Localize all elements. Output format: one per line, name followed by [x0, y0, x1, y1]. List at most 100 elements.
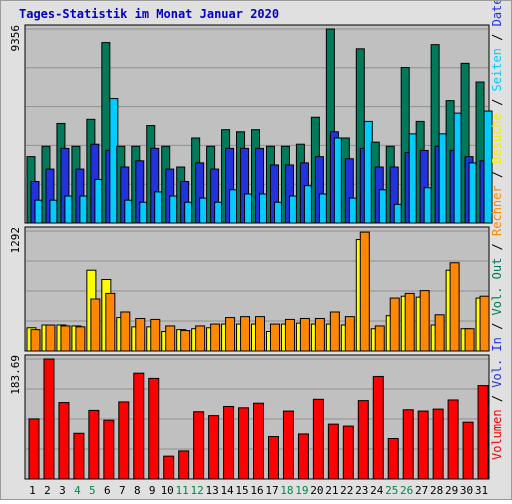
- legend-part-2: Vol. In: [490, 337, 504, 388]
- bar-rechner-day-21: [329, 311, 340, 352]
- day-label-11: 11: [176, 484, 189, 497]
- bar-rechner-day-6: [105, 292, 116, 352]
- legend-part-3: /: [490, 315, 504, 337]
- day-label-21: 21: [325, 484, 338, 497]
- bar-volumen-day-24: [372, 375, 384, 480]
- panel-3: 183.69: [9, 354, 490, 480]
- day-label-25: 25: [385, 484, 398, 497]
- bar-rechner-day-3: [60, 325, 71, 352]
- panel-max-label: 1292: [9, 227, 22, 254]
- bar-seiten-day-31: [483, 110, 493, 224]
- legend-part-5: /: [490, 236, 504, 258]
- legend-part-11: /: [490, 26, 504, 48]
- legend-part-9: /: [490, 91, 504, 113]
- bar-rechner-day-23: [359, 231, 370, 352]
- chart-title: Tages-Statistik im Monat Januar 2020: [19, 7, 279, 21]
- day-label-12: 12: [191, 484, 204, 497]
- bar-rechner-day-30: [464, 328, 475, 352]
- x-axis-day-labels: 1 2 3 4 5 6 7 8 9 10 11 12 13 14 15 16 17 18 19 20 21 22 23 24 2…: [29, 484, 488, 497]
- bar-rechner-day-5: [90, 298, 101, 352]
- day-label-7: 7: [119, 484, 126, 497]
- bar-rechner-day-19: [299, 317, 310, 352]
- legend-part-0: Volumen: [490, 409, 504, 460]
- bar-rechner-day-28: [434, 314, 445, 352]
- bar-volumen-day-25: [387, 437, 399, 480]
- bar-volumen-day-12: [193, 411, 205, 480]
- panel-max-label: 9356: [9, 25, 22, 52]
- bar-volumen-day-28: [432, 408, 444, 480]
- bar-volumen-day-1: [28, 418, 40, 480]
- vertical-legend: Volumen / Vol. In / Vol. Out / Rechner /…: [490, 1, 504, 460]
- panel-1: 9356: [9, 24, 493, 224]
- bar-volumen-day-31: [477, 385, 489, 480]
- bar-rechner-day-12: [195, 325, 206, 352]
- bar-volumen-day-8: [133, 372, 145, 480]
- panel-2: 1292: [9, 226, 490, 352]
- bar-volumen-day-18: [282, 410, 294, 480]
- day-label-15: 15: [235, 484, 248, 497]
- day-label-20: 20: [310, 484, 323, 497]
- day-label-13: 13: [205, 484, 218, 497]
- day-label-6: 6: [104, 484, 111, 497]
- bar-rechner-day-24: [374, 325, 385, 352]
- bar-rechner-day-13: [210, 323, 221, 352]
- bar-volumen-day-22: [342, 425, 354, 480]
- bar-volumen-day-15: [238, 407, 250, 480]
- bar-rechner-day-27: [419, 290, 430, 352]
- bar-rechner-day-17: [269, 323, 280, 352]
- day-label-23: 23: [355, 484, 368, 497]
- bar-volumen-day-2: [43, 358, 55, 480]
- bar-volumen-day-23: [357, 400, 369, 480]
- day-label-1: 1: [29, 484, 36, 497]
- bar-volumen-day-17: [267, 436, 279, 480]
- bar-rechner-day-7: [120, 311, 131, 352]
- bar-rechner-day-8: [135, 317, 146, 352]
- bar-volumen-day-13: [208, 415, 220, 480]
- bar-rechner-day-29: [449, 262, 460, 352]
- bar-volumen-day-10: [163, 455, 175, 480]
- bar-rechner-day-15: [240, 316, 251, 352]
- legend-part-6: Rechner: [490, 185, 504, 236]
- day-label-17: 17: [265, 484, 278, 497]
- chart-panels: 9356 1292 183.69: [9, 24, 493, 480]
- bar-rechner-day-18: [284, 318, 295, 352]
- bar-rechner-day-10: [165, 325, 176, 352]
- legend-part-7: /: [490, 164, 504, 186]
- bar-volumen-day-5: [88, 409, 100, 480]
- bar-rechner-day-26: [404, 292, 415, 352]
- bar-volumen-day-16: [253, 402, 265, 480]
- bar-volumen-day-4: [73, 432, 85, 480]
- legend-part-4: Vol. Out: [490, 258, 504, 316]
- legend-part-10: Seiten: [490, 48, 504, 91]
- bar-rechner-day-1: [30, 329, 41, 352]
- day-label-14: 14: [220, 484, 234, 497]
- bar-rechner-day-31: [479, 295, 490, 352]
- day-label-31: 31: [475, 484, 488, 497]
- bar-rechner-day-25: [389, 297, 400, 352]
- bar-volumen-day-21: [327, 423, 339, 480]
- bar-volumen-day-3: [58, 402, 70, 480]
- day-label-28: 28: [430, 484, 443, 497]
- day-label-30: 30: [460, 484, 473, 497]
- day-label-5: 5: [89, 484, 96, 497]
- legend-part-8: Besuche: [490, 113, 504, 164]
- panel-max-label: 183.69: [9, 355, 22, 395]
- bar-rechner-day-16: [255, 316, 266, 352]
- legend-part-1: /: [490, 388, 504, 410]
- bar-rechner-day-4: [75, 326, 86, 352]
- day-label-18: 18: [280, 484, 293, 497]
- day-label-4: 4: [74, 484, 81, 497]
- bar-volumen-day-27: [417, 410, 429, 480]
- day-label-2: 2: [44, 484, 51, 497]
- bar-volumen-day-30: [462, 421, 474, 480]
- day-label-3: 3: [59, 484, 66, 497]
- bar-rechner-day-2: [45, 324, 56, 352]
- day-label-8: 8: [134, 484, 141, 497]
- bar-volumen-day-11: [178, 450, 190, 480]
- bar-volumen-day-7: [118, 401, 130, 480]
- bar-rechner-day-22: [344, 316, 355, 352]
- bar-rechner-day-14: [225, 317, 236, 352]
- day-label-22: 22: [340, 484, 353, 497]
